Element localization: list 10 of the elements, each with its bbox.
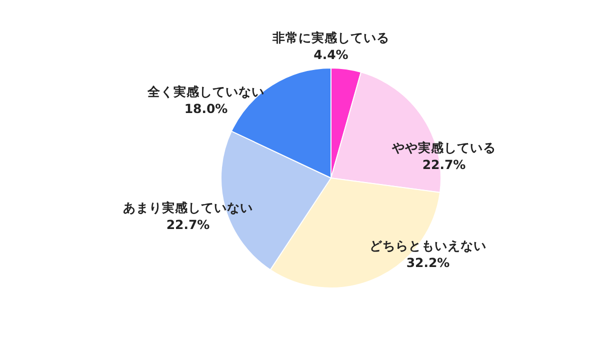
slice-label: 非常に実感している — [272, 30, 390, 45]
slice-label: 全く実感していない — [146, 84, 264, 99]
slice-label: あまり実感していない — [123, 200, 253, 215]
data-label: 4.4% — [314, 47, 349, 62]
data-label: 32.2% — [406, 255, 450, 270]
slice-label: どちらともいえない — [370, 238, 486, 253]
data-label: 18.0% — [184, 101, 228, 116]
data-label: 22.7% — [422, 157, 466, 172]
slice-label: やや実感している — [391, 140, 496, 155]
data-label: 22.7% — [166, 217, 210, 232]
